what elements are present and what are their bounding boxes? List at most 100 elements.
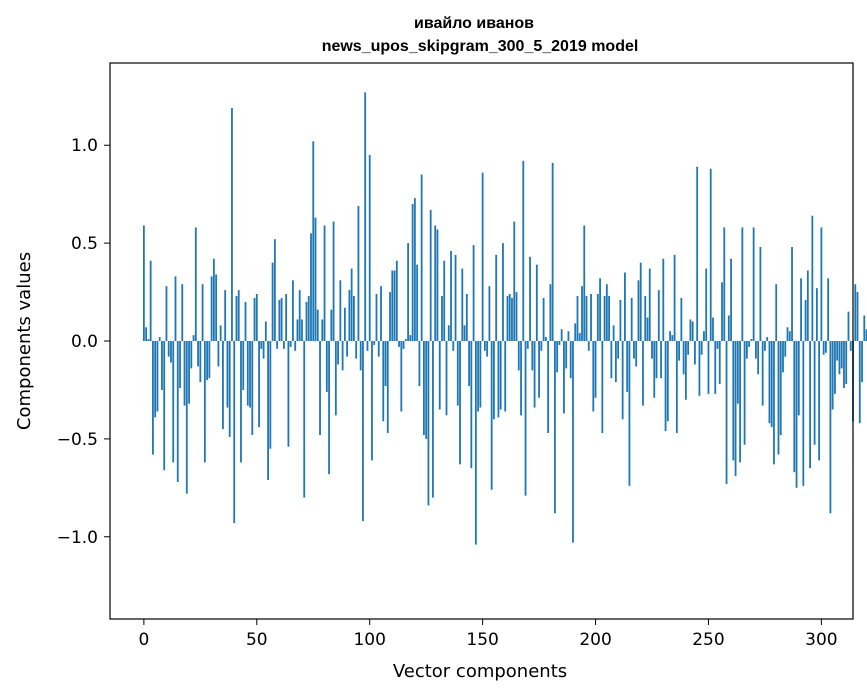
bar-68 [296, 319, 299, 341]
bar-313 [849, 341, 852, 351]
bar-26 [201, 284, 204, 341]
bar-304 [829, 341, 832, 514]
bar-283 [782, 341, 784, 373]
bar-35 [222, 341, 224, 430]
bar-276 [766, 337, 769, 341]
bar-294 [806, 270, 809, 341]
bar-127 [429, 209, 432, 341]
bar-215 [628, 341, 631, 486]
bar-50 [255, 294, 258, 341]
bar-128 [432, 341, 434, 498]
bar-115 [402, 341, 405, 349]
bar-179 [547, 341, 550, 434]
bar-302 [825, 341, 827, 353]
bar-171 [529, 256, 531, 341]
bar-48 [251, 341, 254, 435]
bar-135 [447, 325, 450, 341]
bar-125 [425, 341, 428, 439]
bar-223 [646, 317, 649, 341]
bar-32 [215, 274, 218, 341]
bar-206 [608, 295, 610, 341]
bar-170 [526, 341, 529, 349]
bar-287 [791, 247, 793, 341]
bar-273 [759, 247, 762, 341]
bar-112 [395, 260, 398, 341]
bar-220 [639, 262, 642, 341]
bar-54 [264, 321, 267, 341]
chart-subtitle: news_upos_skipgram_300_5_2019 model [322, 38, 639, 55]
bar-146 [472, 245, 475, 341]
bar-98 [364, 92, 367, 342]
bar-0 [142, 225, 145, 341]
bar-319 [863, 315, 866, 341]
bar-188 [567, 331, 570, 341]
bar-262 [734, 341, 737, 477]
bar-55 [267, 341, 269, 480]
bar-134 [445, 341, 448, 416]
bar-105 [380, 286, 382, 341]
bar-113 [398, 341, 400, 347]
bar-9 [163, 341, 166, 471]
bar-140 [459, 341, 461, 465]
bar-244 [694, 341, 696, 365]
bar-197 [587, 341, 590, 351]
bar-169 [524, 341, 527, 496]
bar-242 [689, 319, 692, 341]
bar-161 [506, 295, 509, 341]
bar-207 [610, 341, 613, 379]
bar-251 [709, 168, 712, 341]
bar-160 [504, 341, 507, 412]
bar-37 [226, 341, 229, 408]
bar-108 [386, 341, 389, 434]
bar-199 [592, 341, 595, 412]
bar-291 [800, 278, 802, 341]
bar-138 [454, 254, 457, 341]
bar-159 [502, 243, 504, 341]
bar-130 [436, 229, 439, 341]
bar-56 [269, 341, 272, 449]
bar-167 [520, 341, 522, 416]
bar-240 [684, 341, 687, 400]
bar-80 [323, 225, 326, 341]
bar-58 [273, 239, 276, 341]
bar-11 [167, 341, 170, 357]
bar-288 [793, 341, 796, 473]
bar-147 [474, 341, 477, 545]
bar-8 [161, 341, 163, 390]
bar-61 [280, 297, 283, 341]
bar-70 [301, 319, 303, 341]
bar-46 [246, 341, 249, 406]
bar-129 [434, 225, 437, 341]
bar-49 [253, 297, 256, 341]
bar-252 [712, 317, 714, 341]
bar-243 [691, 321, 694, 341]
chart-title: ивайло иванов [414, 15, 534, 32]
bar-163 [511, 297, 513, 341]
bar-59 [276, 341, 279, 349]
bar-119 [411, 203, 414, 341]
bar-145 [470, 341, 473, 469]
bar-260 [730, 258, 732, 341]
bar-180 [549, 284, 552, 341]
bar-175 [538, 341, 540, 398]
bar-91 [348, 290, 351, 341]
bar-246 [698, 341, 701, 396]
bar-104 [377, 341, 380, 357]
bar-84 [332, 221, 335, 341]
bar-278 [770, 341, 773, 428]
bar-122 [418, 341, 421, 387]
bar-116 [404, 339, 407, 341]
bar-82 [328, 341, 330, 475]
y-axis-label: Components values [14, 252, 35, 430]
bar-111 [393, 270, 396, 341]
bar-241 [687, 341, 690, 355]
bar-88 [341, 341, 344, 371]
bar-316 [856, 292, 859, 341]
bar-126 [427, 341, 430, 506]
bar-318 [861, 341, 863, 383]
bar-310 [843, 341, 845, 388]
bar-114 [400, 341, 403, 412]
bar-103 [375, 294, 378, 341]
bar-72 [305, 301, 308, 341]
